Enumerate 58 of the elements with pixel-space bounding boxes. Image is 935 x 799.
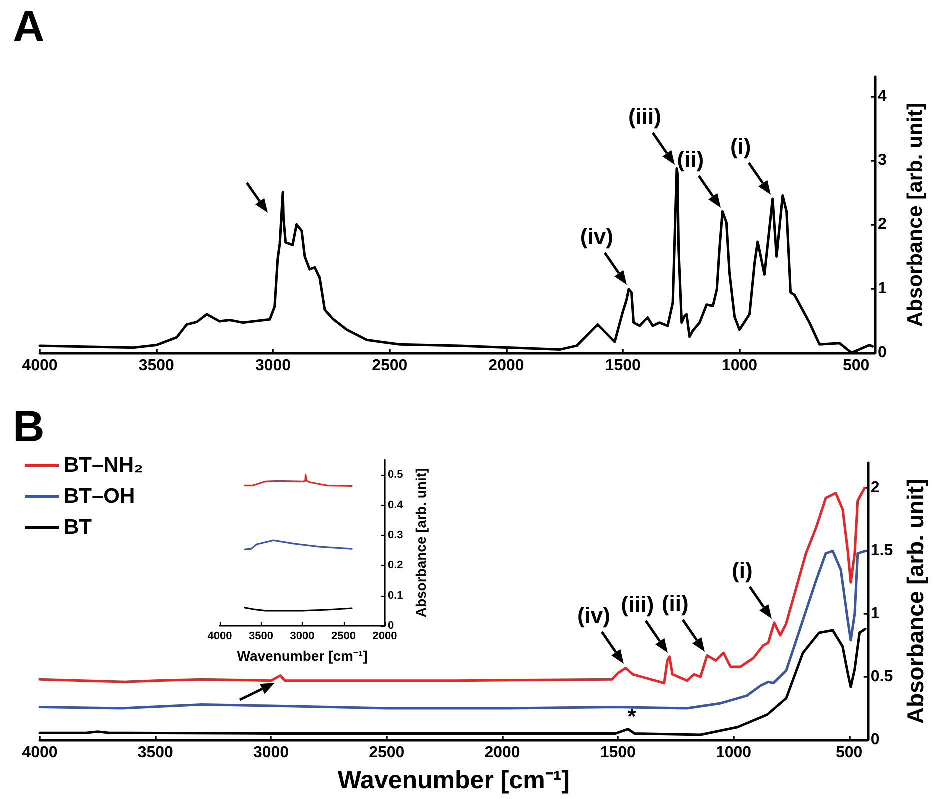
y-tick-label: 0	[388, 620, 394, 632]
x-tick-label: 3500	[138, 744, 174, 762]
x-tick-label: 3000	[253, 744, 290, 762]
y-tick-label: 1	[870, 606, 880, 623]
x-tick-label: 2000	[484, 744, 520, 762]
y-tick-label: 0	[878, 344, 887, 362]
y-tick-label: 0.1	[388, 590, 404, 602]
annotation: (iii)	[628, 104, 662, 129]
x-tick-label: 2500	[372, 358, 408, 374]
x-tick-label: 3500	[138, 358, 175, 374]
y-tick-label: 0.4	[388, 499, 404, 512]
chart-title: A	[13, 2, 45, 52]
y-tick-label: 0.2	[388, 560, 404, 572]
x-tick-label: 1500	[600, 744, 636, 762]
x-axis-title: Wavenumber [cm⁻¹]	[338, 766, 570, 794]
x-tick-label: 4000	[22, 358, 58, 374]
annotation: (ii)	[677, 146, 704, 172]
y-axis-title: Absorbance [arb. unit]	[902, 478, 928, 724]
y-tick-label: 0.5	[870, 668, 894, 686]
x-tick-label: 1500	[605, 358, 641, 374]
annotation: (i)	[730, 134, 752, 159]
chart-title: B	[13, 402, 45, 452]
annotation: *	[628, 704, 636, 730]
annotation: (ii)	[662, 590, 689, 616]
line-series	[244, 540, 353, 550]
legend-label: BT	[64, 516, 92, 539]
annotation: (iii)	[621, 592, 654, 617]
legend-label: BT–OH	[64, 485, 136, 508]
x-tick-label: 4000	[208, 630, 232, 642]
y-tick-label: 0.5	[388, 469, 404, 482]
x-tick-label: 3000	[290, 630, 315, 642]
annotation: (i)	[732, 558, 753, 583]
legend-label: BT–NH₂	[64, 454, 144, 477]
x-tick-label: 2000	[372, 630, 398, 642]
y-tick-label: 1.5	[870, 542, 894, 560]
x-tick-label: 500	[836, 744, 863, 762]
x-tick-label: 3000	[255, 358, 292, 374]
y-tick-label: 0	[870, 732, 880, 748]
x-tick-label: 1000	[722, 358, 758, 374]
x-tick-label: 2000	[488, 358, 524, 374]
x-tick-label: 1000	[716, 744, 752, 762]
annotation: (iv)	[580, 224, 614, 250]
y-tick-label: 2	[878, 216, 887, 234]
x-tick-label: 3500	[249, 630, 274, 642]
y-tick-label: 3	[878, 152, 887, 169]
line-series	[244, 474, 353, 488]
y-tick-label: 2	[870, 480, 880, 497]
y-tick-label: 4	[878, 88, 887, 105]
x-tick-label: 2500	[369, 744, 405, 762]
y-axis-title: Absorbance [arb. unit]	[904, 102, 927, 328]
y-tick-label: 0.3	[388, 529, 404, 542]
y-tick-label: 1	[878, 280, 887, 298]
annotation: (iv)	[577, 603, 610, 628]
x-tick-label: 500	[842, 358, 870, 374]
x-tick-label: 4000	[22, 744, 58, 762]
x-axis-title: Wavenumber [cm⁻¹]	[237, 648, 368, 664]
y-axis-title: Absorbance [arb. unit]	[413, 468, 430, 618]
x-tick-label: 2500	[332, 630, 356, 642]
